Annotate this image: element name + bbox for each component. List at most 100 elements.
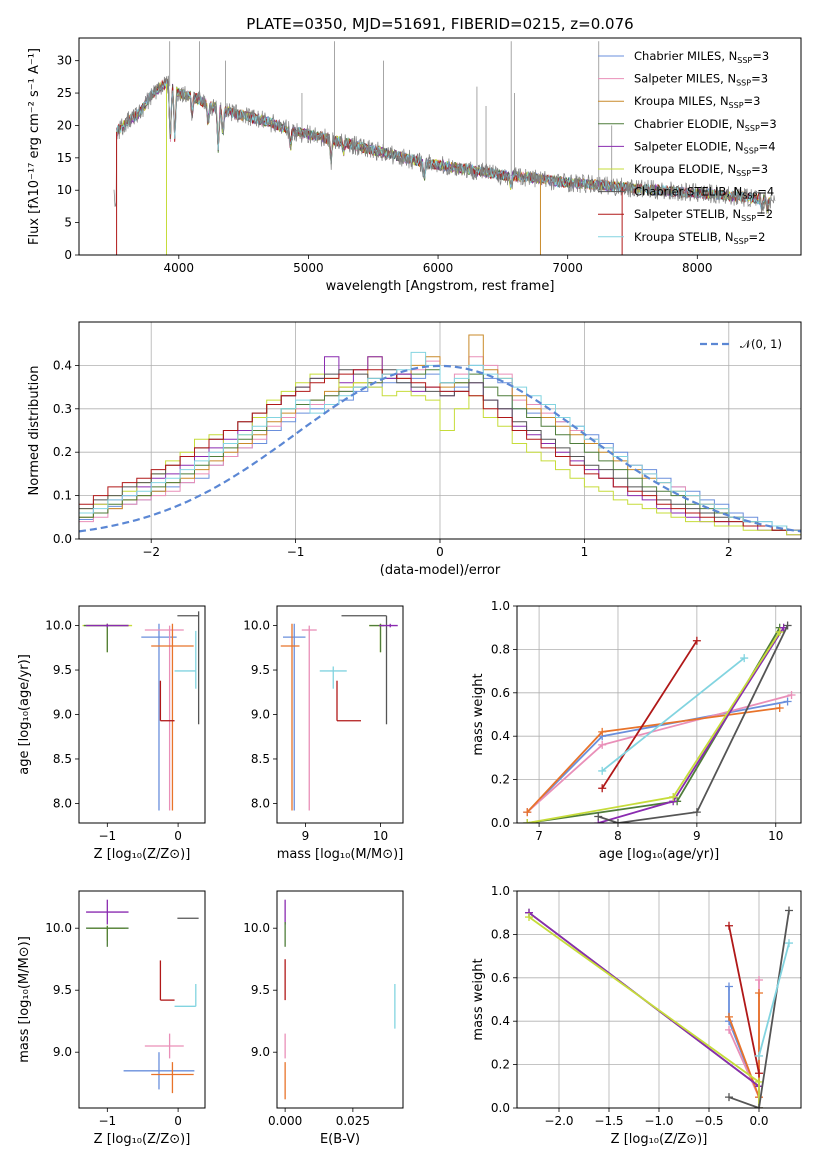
histogram-step: [79, 351, 801, 531]
plus-marker: [598, 740, 607, 749]
legend-label: Salpeter STELIB, NSSP=2: [634, 207, 773, 223]
x-axis-label: Z [log₁₀(Z/Z⊙)]: [611, 1132, 708, 1147]
y-tick-label: 8.5: [53, 752, 72, 766]
mass-weight-line: [728, 910, 790, 1108]
x-tick-label: 0: [174, 1114, 182, 1128]
y-tick-label: 10.0: [243, 921, 270, 935]
x-axis-label: Z [log₁₀(Z/Z⊙)]: [94, 1132, 191, 1147]
mass-weight-line: [728, 993, 760, 1098]
plus-marker: [785, 906, 793, 915]
y-tick-label: 1.0: [491, 884, 510, 898]
plus-marker: [598, 784, 607, 793]
mass-weight-line: [758, 942, 790, 1057]
plus-marker: [598, 727, 607, 736]
x-tick-label: 7000: [552, 261, 583, 275]
y-tick-label: 0.8: [491, 927, 510, 941]
y-tick-label: 0.1: [53, 489, 72, 503]
plot-area-mass_weight_vs_age: [523, 621, 796, 823]
plus-marker: [613, 819, 622, 823]
axes-frame: [78, 37, 802, 256]
legend-label: Kroupa MILES, NSSP=3: [634, 94, 760, 110]
plus-marker: [725, 1012, 733, 1021]
y-tick-label: 9.5: [53, 663, 72, 677]
y-tick-label: 0.4: [491, 729, 510, 743]
x-tick-label: 5000: [293, 261, 324, 275]
panel-age_vs_Z: −1 0 8.0 8.5 9.0 9.5 10.0 Z [log₁₀(Z/Z⊙)] age [l…: [17, 605, 206, 862]
axes-frame: [276, 605, 404, 824]
plus-marker: [787, 690, 796, 699]
y-tick-label: 0.0: [491, 1101, 510, 1115]
y-axis-label: mass weight: [471, 673, 486, 755]
plus-marker: [755, 988, 763, 997]
plus-marker: [594, 812, 603, 821]
x-tick-label: 6000: [423, 261, 454, 275]
x-axis-label: mass [log₁₀(M/M⊙)]: [277, 847, 404, 862]
x-tick-label: 4000: [164, 261, 195, 275]
y-tick-label: 25: [57, 86, 72, 100]
y-tick-label: 30: [57, 54, 72, 68]
plus-marker: [725, 1093, 733, 1102]
panel-mass_weight_vs_Z: −2.0 −1.5 −1.0 −0.5 0.0 0.0 0.2 0.4 0.6 0.8 1.0 Z […: [471, 884, 802, 1147]
x-tick-label: 7: [535, 829, 543, 843]
y-tick-label: 0: [64, 248, 72, 262]
plus-marker: [740, 654, 749, 663]
mass-weight-line: [526, 700, 788, 813]
x-tick-label: 0: [436, 545, 444, 559]
mass-weight-line: [598, 625, 789, 823]
plus-marker: [523, 819, 532, 823]
y-tick-label: 10.0: [45, 619, 72, 633]
y-axis-label: Flux [fλ10⁻¹⁷ erg cm⁻² s⁻¹ A⁻¹]: [27, 48, 42, 245]
x-axis-label: wavelength [Angstrom, rest frame]: [326, 279, 555, 294]
mass-weight-line: [598, 627, 785, 823]
plus-marker: [783, 697, 792, 706]
y-tick-label: 0.0: [491, 816, 510, 830]
y-tick-label: 1.0: [491, 599, 510, 613]
plus-marker: [525, 913, 533, 922]
y-axis-label: mass [log₁₀(M/M⊙)]: [17, 936, 32, 1063]
y-tick-label: 9.5: [251, 663, 270, 677]
plot-area-residuals: [79, 334, 801, 536]
y-tick-label: 10.0: [45, 921, 72, 935]
y-tick-label: 9.0: [53, 708, 72, 722]
x-tick-label: 10: [373, 829, 388, 843]
axes-frame: [516, 605, 802, 824]
plus-marker: [785, 939, 793, 948]
x-tick-label: −1.5: [594, 1114, 623, 1128]
y-tick-label: 0.2: [53, 445, 72, 459]
plus-marker: [523, 808, 532, 817]
x-axis-label: E(B-V): [320, 1132, 360, 1147]
data-spectrum-line: [113, 75, 776, 215]
y-tick-label: 0.6: [491, 971, 510, 985]
mass-weight-line: [601, 657, 745, 772]
y-tick-label: 9.0: [251, 708, 270, 722]
x-tick-label: −1: [287, 545, 305, 559]
y-tick-label: 8.5: [251, 752, 270, 766]
histogram-step: [79, 369, 801, 531]
plus-marker: [725, 1025, 733, 1034]
y-tick-label: 0.2: [491, 1058, 510, 1072]
panel-mass_vs_Z: −1 0 9.0 9.5 10.0 Z [log₁₀(Z/Z⊙)] mass [log₁₀(…: [17, 890, 206, 1147]
axes-frame: [78, 890, 206, 1109]
y-tick-label: 0.3: [53, 402, 72, 416]
plot-area-spectrum: [113, 41, 776, 255]
y-tick-label: 8.0: [53, 796, 72, 810]
plus-marker: [725, 982, 733, 991]
histogram-step: [79, 373, 801, 536]
axes-frame: [276, 890, 404, 1109]
x-axis-label: Z [log₁₀(Z/Z⊙)]: [94, 847, 191, 862]
plus-marker: [598, 766, 607, 775]
x-tick-label: −1: [98, 1114, 116, 1128]
y-tick-label: 5: [64, 216, 72, 230]
plus-marker: [725, 921, 733, 930]
plus-marker: [755, 1051, 763, 1060]
y-tick-label: 10.0: [243, 619, 270, 633]
axes-frame: [78, 605, 206, 824]
y-tick-label: 0.2: [491, 773, 510, 787]
plus-marker: [755, 975, 763, 984]
y-tick-label: 0.6: [491, 686, 510, 700]
x-tick-label: −1: [98, 829, 116, 843]
x-tick-label: 0.025: [336, 1114, 370, 1128]
y-tick-label: 15: [57, 151, 72, 165]
x-tick-label: 9: [302, 829, 310, 843]
x-axis-label: (data-model)/error: [380, 563, 501, 578]
